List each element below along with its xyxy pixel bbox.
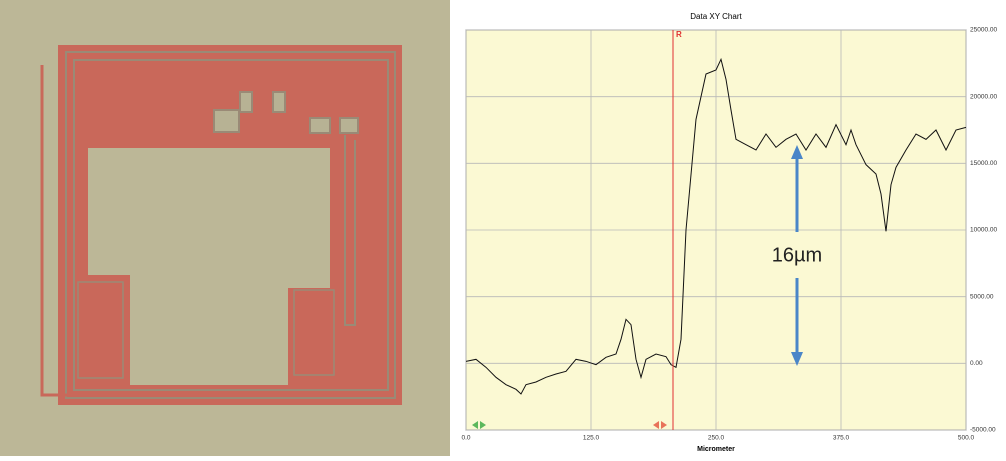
x-tick-label: 250.0: [708, 435, 725, 442]
right-handle[interactable]: [653, 421, 667, 429]
data-line: [465, 57, 967, 395]
y-tick-label: 20000.00: [970, 93, 997, 100]
x-tick-label: 0.0: [461, 435, 470, 442]
y-tick-label: 5000.00: [970, 293, 994, 300]
y-tick-label: 10000.00: [970, 227, 997, 234]
x-tick-label: 125.0: [583, 435, 600, 442]
photo: [0, 0, 450, 456]
scroll-handles[interactable]: [472, 421, 667, 429]
chart-title: Data XY Chart: [690, 12, 742, 21]
y-tick-label: 15000.00: [970, 160, 997, 167]
y-tick-label: -5000.00: [970, 427, 996, 434]
x-axis-label: Micrometer: [697, 446, 735, 453]
cursor-label: R: [676, 30, 682, 39]
left-handle[interactable]: [472, 421, 486, 429]
x-tick-label: 375.0: [833, 435, 850, 442]
y-tick-label: 0.00: [970, 360, 983, 367]
annotation: 16µm: [772, 244, 822, 266]
annotation-arrows: [791, 145, 803, 366]
y-tick-label: 25000.00: [970, 27, 997, 34]
x-tick-label: 500.0: [958, 435, 975, 442]
